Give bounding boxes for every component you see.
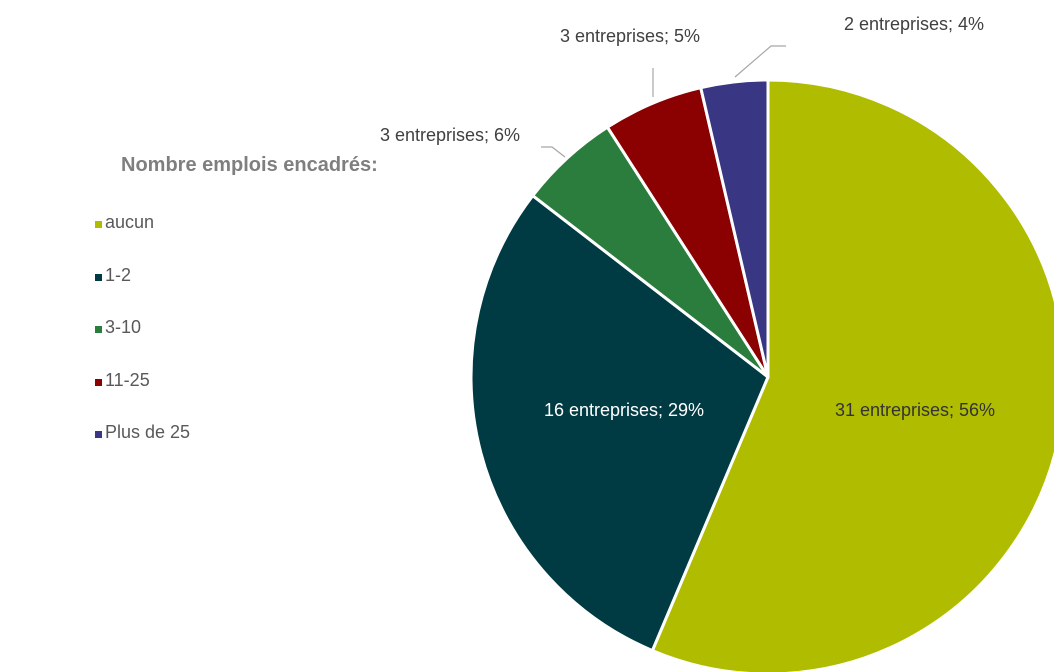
- legend-item-11-25: 11-25: [95, 370, 190, 423]
- legend-label: 3-10: [105, 317, 142, 337]
- legend-swatch: [95, 431, 102, 438]
- legend-swatch: [95, 221, 102, 228]
- data-label: 3 entreprises; 6%: [380, 125, 520, 145]
- legend-label: aucun: [105, 212, 155, 232]
- pie-slice-1-2: [469, 194, 770, 653]
- data-label: 3 entreprises; 5%: [560, 26, 700, 46]
- leader-line: [541, 146, 566, 158]
- legend-swatch: [95, 378, 102, 386]
- legend-label: Plus de 25: [105, 422, 191, 442]
- legend-label: 11-25: [105, 369, 150, 390]
- slice-labels: 31 entreprises; 56% 16 entreprises; 29% 3 …: [380, 14, 995, 420]
- legend-swatch: [95, 273, 102, 281]
- data-label: 16 entreprises; 29%: [544, 400, 704, 420]
- legend-label: 1-2: [105, 264, 132, 285]
- pie-slice-plus-de-25: [699, 78, 770, 379]
- legend-item-3-10: 3-10: [95, 317, 190, 370]
- legend-item-plus-de-25: Plus de 25: [95, 422, 190, 475]
- data-label: 2 entreprises; 4%: [844, 14, 984, 34]
- leader-lines: [541, 45, 786, 158]
- legend-item-1-2: 1-2: [95, 265, 190, 318]
- legend-swatch: [95, 326, 102, 333]
- pie-slices: [469, 78, 1054, 672]
- leader-line: [734, 45, 786, 78]
- data-label: 31 entreprises; 56%: [835, 400, 995, 420]
- legend: aucun 1-2 3-10 11-25 Plus de 25: [95, 212, 190, 475]
- legend-item-aucun: aucun: [95, 212, 190, 265]
- legend-title: Nombre emplois encadrés:: [121, 154, 378, 176]
